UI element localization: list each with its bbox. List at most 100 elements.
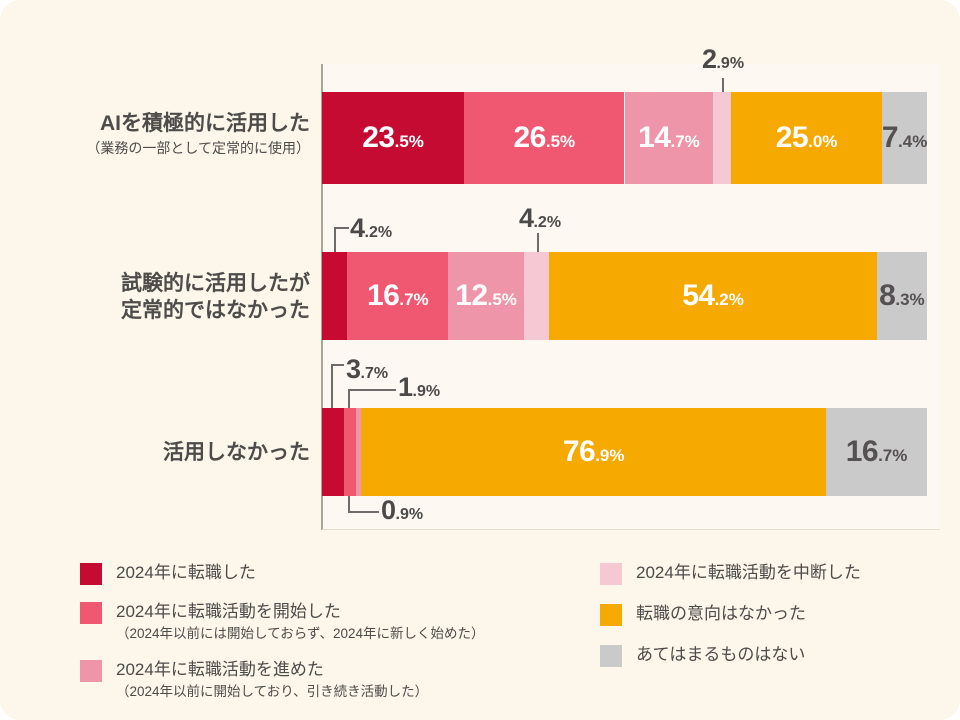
leader-line [722, 78, 724, 92]
bar-segment: 76.9% [361, 408, 827, 496]
value-label: 16.7% [367, 279, 429, 313]
value-int: 54 [682, 279, 715, 312]
legend-column-right: 2024年に転職活動を中断した 転職の意向はなかった あてはまるものはない [600, 562, 940, 667]
bar-segment: 12.5% [448, 252, 524, 340]
bar-segment: 8.3% [876, 252, 927, 340]
legend-item-paused-job-hunt: 2024年に転職活動を中断した [600, 562, 940, 585]
callout-value-label: 1.9% [398, 372, 440, 406]
value-frac: .9% [412, 383, 441, 400]
bar-segment [355, 408, 362, 496]
legend-item-no-intention: 転職の意向はなかった [600, 603, 940, 626]
value-frac: .0% [808, 132, 838, 151]
value-int: 12 [455, 279, 488, 312]
category-sublabel: （業務の一部として定常的に使用） [86, 140, 310, 156]
value-label: 54.2% [682, 279, 744, 313]
bar-segment: 25.0% [730, 92, 883, 184]
category-label-line: 試験的に活用したが [121, 272, 310, 295]
legend-swatch-crimson [80, 563, 102, 585]
leader-line [348, 389, 396, 391]
value-frac: .5% [545, 132, 576, 151]
legend-column-left: 2024年に転職した 2024年に転職活動を開始した （2024年以前には開始し… [80, 562, 580, 701]
category-label-line: 定常的ではなかった [121, 299, 310, 322]
legend-swatch-orange [600, 604, 622, 626]
value-frac: .5% [487, 290, 517, 309]
value-frac: .9% [395, 506, 424, 523]
value-frac: .7% [360, 365, 389, 382]
callout-value-label: 4.2% [350, 213, 392, 247]
legend-swatch-pink [80, 602, 102, 624]
leader-line [334, 227, 336, 252]
value-frac: .7% [399, 290, 429, 309]
leader-line [331, 364, 333, 408]
value-label: 14.7% [638, 121, 700, 155]
legend-label: 2024年に転職活動を中断した [636, 563, 861, 582]
value-label: 16.7% [846, 435, 908, 469]
category-label-line: AIを積極的に活用した [100, 112, 310, 135]
legend-label: 2024年に転職活動を進めた [116, 660, 324, 679]
legend-item-started-job-hunt: 2024年に転職活動を開始した （2024年以前には開始しておらず、2024年に… [80, 601, 580, 643]
value-frac: .5% [394, 132, 424, 151]
legend-note: （2024年以前には開始しておらず、2024年に新しく始めた） [116, 626, 485, 641]
bar-segment: 54.2% [549, 252, 877, 340]
value-frac: .3% [895, 290, 925, 309]
callout-value-label: 0.9% [381, 495, 423, 529]
category-label: 試験的に活用したが 定常的ではなかった [18, 270, 310, 324]
bar-segment: 7.4% [882, 92, 927, 184]
leader-line [348, 496, 350, 511]
bar-segment [523, 252, 550, 340]
category-label: AIを積極的に活用した （業務の一部として定常的に使用） [18, 110, 310, 159]
value-int: 2 [701, 44, 717, 74]
value-frac: .2% [533, 214, 562, 231]
leader-line [537, 233, 539, 252]
value-int: 4 [518, 203, 534, 233]
value-int: 3 [346, 354, 361, 384]
legend-swatch-gray [600, 645, 622, 667]
value-frac: .9% [595, 446, 625, 465]
bar-segment: 16.7% [826, 408, 927, 496]
value-int: 23 [362, 121, 395, 154]
bar-segment [322, 408, 345, 496]
value-int: 16 [845, 435, 879, 468]
callout-value-label: 3.7% [346, 354, 388, 388]
value-int: 8 [879, 279, 896, 312]
value-int: 7 [881, 121, 899, 154]
value-frac: .9% [716, 55, 745, 72]
leader-line [334, 227, 349, 229]
value-int: 4 [350, 213, 365, 243]
legend-label: 転職の意向はなかった [636, 604, 806, 623]
value-int: 1 [398, 372, 413, 402]
value-label: 7.4% [882, 121, 927, 155]
legend-item-continued-job-hunt: 2024年に転職活動を進めた （2024年以前に開始しており、引き続き活動した） [80, 659, 580, 701]
value-frac: .7% [670, 132, 700, 151]
bar-row: 16.7% 12.5% 54.2% 8.3% [322, 252, 927, 340]
value-int: 0 [381, 495, 396, 525]
bar-row: 23.5% 26.5% 14.7% 25.0% 7.4% [322, 92, 927, 184]
legend-note: （2024年以前に開始しており、引き続き活動した） [116, 684, 429, 699]
value-int: 25 [775, 121, 809, 154]
value-frac: .2% [364, 224, 393, 241]
value-label: 26.5% [513, 121, 575, 155]
legend-item-none-apply: あてはまるものはない [600, 644, 940, 667]
leader-line [331, 364, 344, 366]
bar-segment: 26.5% [464, 92, 625, 184]
legend-label: 2024年に転職した [116, 563, 256, 582]
value-label: 23.5% [362, 121, 424, 155]
legend-swatch-palepink [600, 563, 622, 585]
value-label: 76.9% [563, 435, 625, 469]
value-frac: .2% [714, 290, 744, 309]
bar-row: 76.9% 16.7% [322, 408, 927, 496]
value-label: 25.0% [776, 121, 838, 155]
value-frac: .7% [878, 446, 908, 465]
value-label: 8.3% [879, 279, 924, 313]
category-label: 活用しなかった [18, 439, 310, 466]
bar-segment: 23.5% [322, 92, 465, 184]
legend-swatch-lightpink [80, 660, 102, 682]
bar-segment: 14.7% [624, 92, 714, 184]
value-frac: .4% [898, 132, 928, 151]
leader-line [348, 511, 379, 513]
callout-value-label: 2.9% [702, 44, 744, 78]
value-int: 26 [513, 121, 546, 154]
legend-item-changed-jobs: 2024年に転職した [80, 562, 580, 585]
